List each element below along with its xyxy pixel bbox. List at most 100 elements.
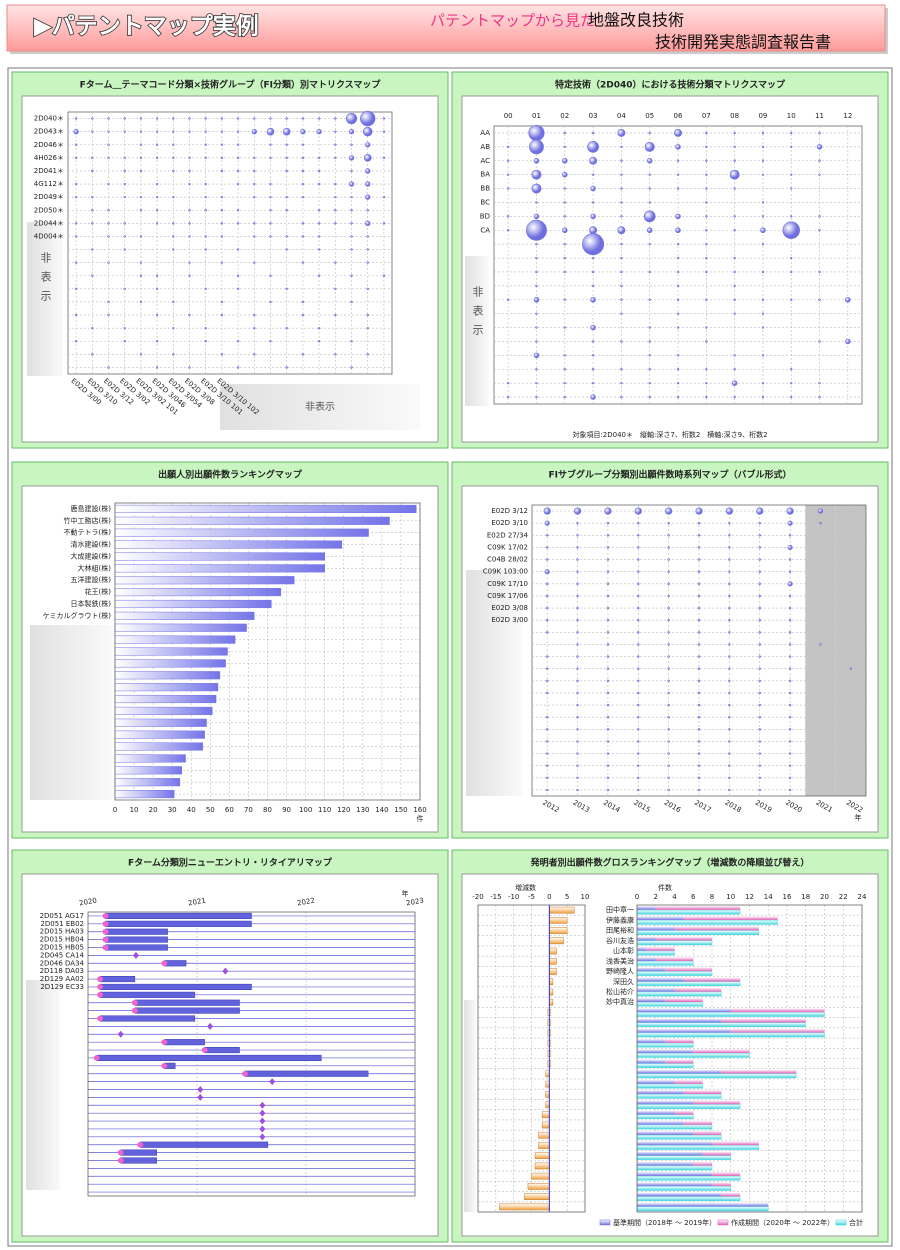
bubble	[91, 195, 94, 199]
bubble	[253, 182, 256, 186]
x-tick-label: 20	[149, 806, 158, 814]
bubble	[139, 235, 143, 238]
bubble	[188, 182, 191, 186]
bubble	[675, 144, 681, 150]
hidden-label: 非表示	[39, 252, 52, 309]
bubble	[606, 667, 610, 670]
bubble	[728, 655, 731, 658]
bubble	[676, 312, 680, 315]
bubble	[269, 300, 272, 304]
category-label: 日本製鉄(株)	[71, 599, 112, 608]
bubble	[188, 261, 191, 264]
bubble	[667, 558, 670, 561]
bubble	[576, 788, 579, 792]
total-bar	[636, 950, 675, 956]
bubble	[139, 195, 143, 199]
bubble	[366, 248, 369, 251]
bubble	[725, 507, 733, 515]
bubble	[761, 201, 765, 204]
bubble	[697, 752, 701, 755]
base-bar	[637, 905, 656, 910]
plot-frame	[636, 904, 863, 1213]
bubble	[535, 256, 538, 260]
bubble	[705, 201, 708, 204]
bubble	[123, 182, 126, 186]
bubble	[535, 326, 538, 329]
bubble	[236, 274, 240, 277]
entry-point	[131, 999, 138, 1006]
bubble	[576, 667, 579, 670]
row-label: E02D 27/34	[487, 531, 529, 539]
bubble	[382, 195, 386, 199]
bubble	[366, 313, 369, 317]
bubble	[606, 606, 610, 610]
bubble	[695, 507, 703, 515]
x-tick-label: 16	[783, 893, 792, 901]
hidden-label: 非表示	[305, 400, 335, 413]
bubble	[634, 507, 642, 515]
x-tick-label: 20	[820, 893, 829, 901]
bubble	[345, 112, 358, 125]
bubble	[758, 764, 761, 767]
bubble	[790, 298, 793, 301]
total-bar	[636, 1104, 741, 1109]
base-bar	[637, 1008, 731, 1013]
current-bar	[693, 1161, 712, 1166]
bubble	[728, 740, 731, 743]
bubble	[733, 298, 736, 301]
row-label: 2D050＊	[34, 206, 64, 214]
bar	[114, 611, 255, 620]
bubble	[667, 752, 670, 755]
bubble	[787, 544, 793, 550]
category-label: 五洋建設(株)	[71, 575, 112, 584]
bubble	[667, 655, 670, 658]
bubble	[620, 340, 623, 343]
bubble	[533, 352, 540, 359]
bubble	[139, 156, 143, 160]
bubble	[253, 353, 256, 356]
change-bar	[538, 1142, 550, 1149]
bubble	[350, 300, 353, 304]
bubble	[705, 145, 708, 149]
bubble	[788, 631, 792, 634]
bar	[114, 504, 417, 513]
bubble	[590, 185, 596, 192]
bubble	[123, 222, 126, 225]
bubble	[188, 209, 191, 212]
base-bar	[637, 1028, 731, 1033]
bubble	[139, 300, 143, 304]
bubble	[665, 507, 673, 515]
base-bar	[637, 1069, 722, 1074]
bubble	[334, 156, 337, 160]
row-label: AA	[480, 129, 490, 137]
category-label: 田中章一	[606, 905, 634, 914]
bubble	[366, 209, 369, 212]
bubble	[74, 313, 78, 317]
base-bar	[637, 1202, 769, 1207]
bubble	[535, 381, 538, 385]
bubble	[590, 296, 596, 303]
bubble	[676, 242, 680, 246]
bubble	[139, 353, 143, 356]
row-label: 2D015 HB05	[40, 944, 84, 952]
row-label: 2D051 EB02	[40, 920, 84, 928]
bubble	[591, 201, 595, 204]
total-bar	[636, 1186, 731, 1191]
row-label: CA	[480, 226, 490, 234]
bubble	[545, 534, 549, 537]
bubble	[761, 215, 765, 218]
bubble	[545, 546, 549, 549]
change-bar	[527, 1183, 550, 1190]
bubble	[667, 594, 670, 598]
row-label: E02D 3/08	[491, 604, 528, 612]
bubble	[761, 381, 765, 385]
base-bar	[637, 1192, 722, 1197]
bubble	[285, 156, 288, 160]
current-bar	[674, 1110, 694, 1115]
bubble	[648, 242, 651, 246]
bar	[114, 635, 236, 644]
entry-point	[96, 976, 103, 982]
bubble	[758, 655, 761, 658]
category-label: 妙中真治	[606, 997, 634, 1006]
bubble	[697, 570, 701, 573]
